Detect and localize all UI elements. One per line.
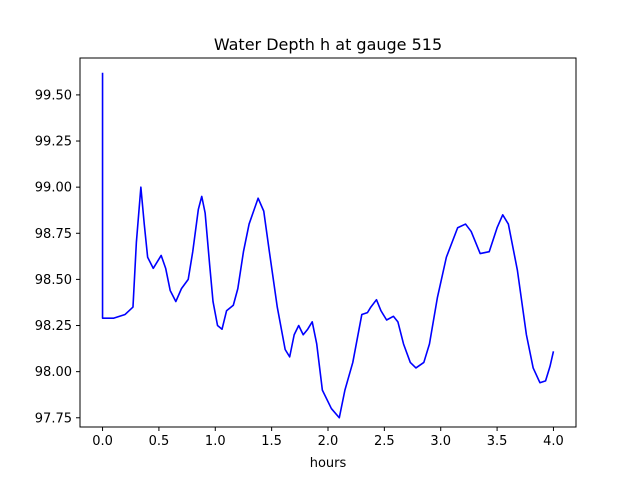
x-tick-label: 1.5 [261, 434, 282, 449]
x-tick-label: 0.0 [92, 434, 113, 449]
chart-title: Water Depth h at gauge 515 [214, 35, 442, 54]
y-tick-label: 98.75 [35, 227, 72, 242]
series-line-0 [101, 72, 555, 419]
y-tick-label: 98.00 [35, 365, 72, 380]
y-tick-label: 99.00 [35, 181, 72, 196]
y-tick-label: 99.50 [35, 88, 72, 103]
x-tick-label: 2.5 [374, 434, 395, 449]
plot-area: 0.0 0.5 1.0 1.5 2.0 2.5 3.0 3.5 4.0 97.75 98.00 98.… [35, 57, 577, 449]
x-tick-label: 4.0 [543, 434, 564, 449]
x-tick-label: 0.5 [149, 434, 170, 449]
x-tick-label: 3.5 [487, 434, 508, 449]
y-tick-label: 97.75 [35, 411, 72, 426]
y-tick-label: 98.50 [35, 273, 72, 288]
x-tick-label: 1.0 [205, 434, 226, 449]
x-tick-label: 2.0 [318, 434, 339, 449]
x-tick-label: 3.0 [430, 434, 451, 449]
y-tick-label: 98.25 [35, 319, 72, 334]
x-axis-label: hours [310, 456, 347, 471]
y-tick-label: 99.25 [35, 135, 72, 150]
